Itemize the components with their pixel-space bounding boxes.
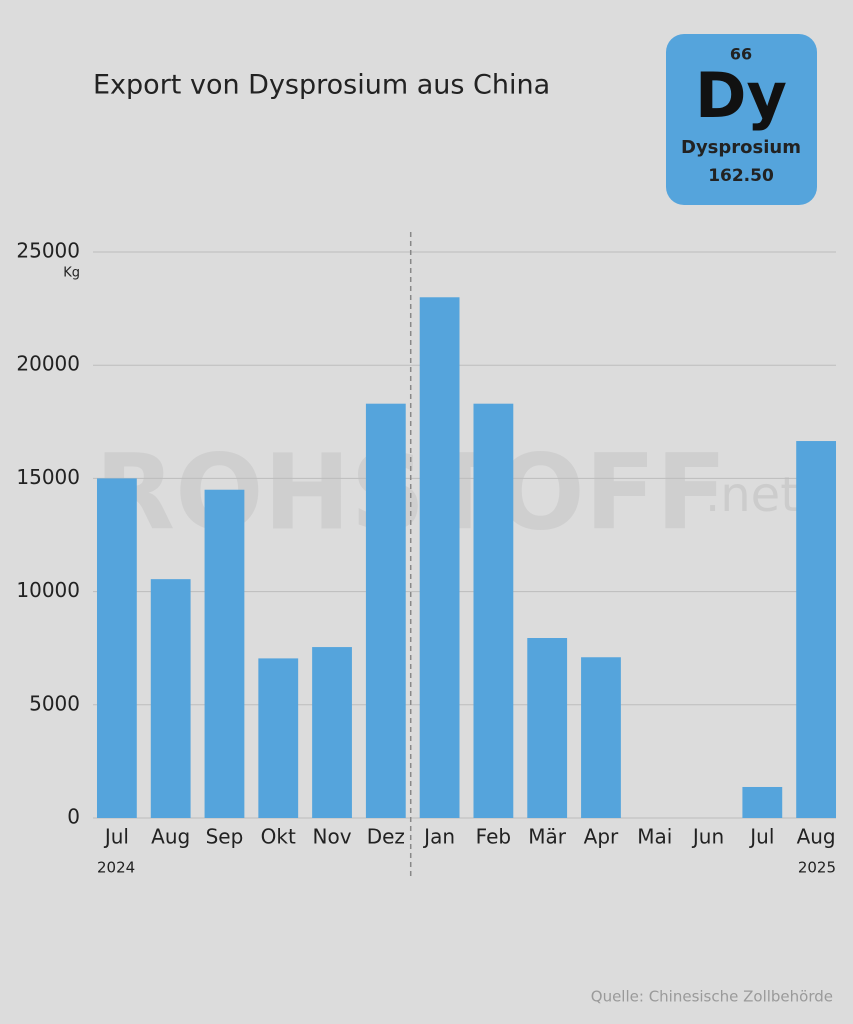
y-tick-label: 15000 [16, 465, 80, 489]
bar [473, 403, 514, 818]
element-mass: 162.50 [708, 166, 774, 186]
x-tick-label: Okt [261, 825, 296, 849]
y-tick-label: 5000 [29, 691, 80, 715]
y-unit: Kg [63, 266, 80, 281]
x-tick-label: Mai [637, 825, 672, 849]
y-tick-label: 0 [67, 805, 80, 829]
element-symbol: Dy [695, 59, 787, 132]
element-number: 66 [730, 45, 752, 64]
bar [365, 403, 406, 818]
bar [96, 478, 137, 818]
x-tick-label: Jul [103, 825, 129, 849]
bar [581, 657, 621, 818]
bar [204, 489, 245, 818]
x-tick-label: Aug [797, 825, 836, 849]
x-tick-label: Feb [476, 825, 511, 849]
watermark-suffix: .net [705, 467, 799, 523]
year-label: 2024 [97, 859, 135, 877]
x-tick-label: Dez [367, 825, 405, 849]
y-tick-label: 25000 [16, 239, 80, 263]
bar [150, 579, 191, 818]
element-name: Dysprosium [681, 137, 801, 158]
x-tick-label: Aug [151, 825, 190, 849]
bar [419, 297, 460, 818]
source: Quelle: Chinesische Zollbehörde [591, 988, 833, 1006]
year-label: 2025 [798, 859, 836, 877]
bar [527, 638, 568, 818]
x-tick-label: Sep [206, 825, 244, 849]
x-tick-label: Apr [584, 825, 619, 849]
bar [312, 647, 352, 818]
x-tick-label: Jun [691, 825, 724, 849]
y-tick-label: 20000 [16, 352, 80, 376]
bar [258, 658, 299, 818]
x-tick-label: Jan [422, 825, 455, 849]
y-tick-label: 10000 [16, 578, 80, 602]
element-tile: 66 Dy Dysprosium 162.50 [666, 34, 817, 205]
bar [742, 786, 783, 818]
chart-title: Export von Dysprosium aus China [93, 70, 550, 101]
x-tick-label: Mär [528, 825, 567, 849]
bar [796, 441, 837, 818]
x-tick-label: Jul [748, 825, 774, 849]
element-box [666, 34, 817, 205]
x-tick-label: Nov [313, 825, 352, 849]
